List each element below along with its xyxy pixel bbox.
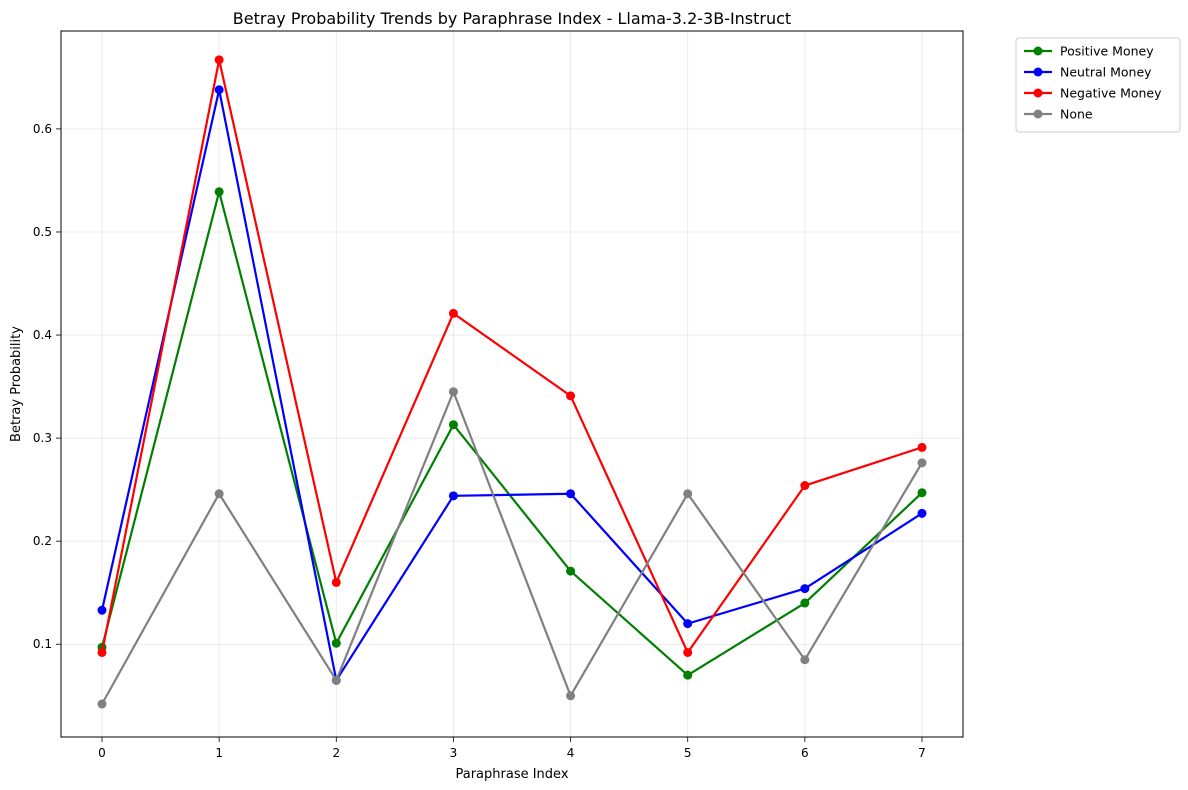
data-point-neutral-money [214, 85, 224, 95]
legend-label: Neutral Money [1060, 65, 1152, 80]
data-point-neutral-money [97, 605, 107, 615]
series-none [97, 387, 927, 709]
data-point-none [917, 458, 927, 468]
series-negative-money [97, 55, 927, 657]
data-point-positive-money [331, 638, 341, 648]
data-point-negative-money [97, 647, 107, 657]
data-point-positive-money [917, 488, 927, 498]
legend-box [1015, 37, 1181, 133]
x-axis-label: Paraphrase Index [455, 767, 568, 782]
data-point-negative-money [800, 481, 810, 491]
data-point-none [331, 675, 341, 685]
y-tick-label: 0.1 [33, 637, 52, 651]
x-tick-label: 1 [215, 746, 223, 760]
data-point-positive-money [800, 598, 810, 608]
series-line-positive-money [100, 190, 923, 677]
x-tick-label: 2 [332, 746, 340, 760]
legend: Positive Money Neutral Money Negative Mone… [1015, 37, 1181, 133]
data-point-none [683, 489, 693, 499]
y-tick-label: 0.2 [33, 534, 52, 548]
data-point-negative-money [214, 55, 224, 65]
legend-item-positive-money: Positive Money [1024, 44, 1154, 59]
legend-label: Positive Money [1060, 44, 1154, 59]
legend-swatch-marker [1033, 88, 1043, 98]
data-point-none [97, 699, 107, 709]
y-tick-label: 0.3 [33, 431, 52, 445]
data-point-negative-money [917, 442, 927, 452]
data-point-neutral-money [448, 491, 458, 501]
data-point-negative-money [331, 577, 341, 587]
series-line-negative-money [100, 58, 923, 654]
data-point-none [214, 489, 224, 499]
legend-item-negative-money: Negative Money [1024, 86, 1162, 101]
data-point-neutral-money [683, 619, 693, 629]
x-tick-label: 6 [801, 746, 809, 760]
legend-item-neutral-money: Neutral Money [1024, 65, 1152, 80]
data-point-negative-money [683, 647, 693, 657]
legend-item-none: None [1024, 107, 1093, 122]
grid [61, 31, 963, 737]
x-tick-label: 4 [567, 746, 575, 760]
data-point-positive-money [214, 187, 224, 197]
legend-label: Negative Money [1060, 86, 1162, 101]
x-tick-label: 3 [450, 746, 458, 760]
data-point-neutral-money [566, 489, 576, 499]
data-point-positive-money [683, 670, 693, 680]
plot-area [60, 30, 964, 738]
data-point-neutral-money [800, 584, 810, 594]
x-tick-label: 5 [684, 746, 692, 760]
y-tick-label: 0.5 [33, 225, 52, 239]
axes: 0 1 2 3 4 5 6 7 0.1 0.2 0.3 0.4 0.5 0.6 [33, 122, 926, 760]
data-point-negative-money [448, 308, 458, 318]
series-positive-money [97, 187, 927, 680]
data-point-neutral-money [917, 508, 927, 518]
x-tick-label: 0 [98, 746, 106, 760]
data-point-positive-money [448, 420, 458, 430]
legend-swatch-marker [1033, 67, 1043, 77]
series-layer [97, 55, 927, 709]
data-point-positive-money [566, 566, 576, 576]
y-tick-label: 0.4 [33, 328, 52, 342]
series-line-none [101, 390, 923, 705]
legend-swatch-marker [1033, 46, 1043, 56]
x-tick-label: 7 [918, 746, 926, 760]
data-point-none [448, 387, 458, 397]
data-point-none [566, 691, 576, 701]
data-point-none [800, 655, 810, 665]
legend-swatch-marker [1033, 109, 1043, 119]
data-point-negative-money [566, 391, 576, 401]
y-tick-label: 0.6 [33, 122, 52, 136]
y-axis-label: Betray Probability [9, 326, 24, 442]
legend-label: None [1060, 107, 1093, 122]
chart-title: Betray Probability Trends by Paraphrase … [233, 9, 791, 28]
series-line-neutral-money [100, 88, 923, 682]
series-neutral-money [97, 85, 927, 685]
